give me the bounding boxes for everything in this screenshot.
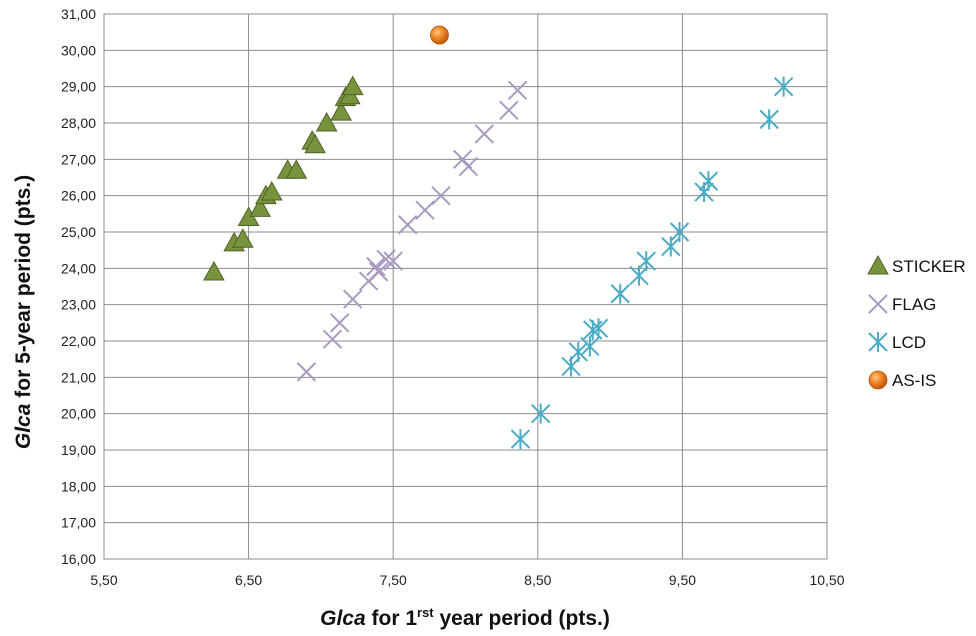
y-tick-label: 22,00 — [61, 333, 96, 349]
data-point-flag — [322, 329, 343, 349]
data-point-sticker — [330, 101, 352, 121]
data-point-flag — [397, 215, 418, 235]
data-point-lcd — [580, 336, 600, 357]
x-axis-title: Glca for 1rst year period (pts.) — [320, 605, 610, 630]
gridlines — [103, 13, 828, 560]
data-point-sticker — [285, 159, 308, 179]
data-point-flag — [329, 313, 350, 333]
x-tick-label: 6,50 — [235, 572, 262, 588]
y-tick-label: 28,00 — [61, 115, 96, 131]
data-point-lcd — [610, 283, 630, 304]
data-point-lcd — [636, 251, 656, 272]
data-point-sticker — [341, 75, 364, 96]
legend-marker-flag — [868, 294, 888, 314]
data-point-lcd — [510, 429, 531, 450]
data-point-flag — [383, 251, 403, 271]
data-point-flag — [296, 362, 317, 382]
plot-frame — [103, 13, 828, 560]
legend: STICKER FLAG LCD AS-IS — [867, 254, 966, 390]
y-tick-label: 29,00 — [61, 79, 96, 95]
y-tick-label: 17,00 — [61, 515, 96, 531]
data-point-lcd — [669, 222, 690, 242]
legend-marker-lcd — [868, 332, 888, 352]
data-point-sticker — [203, 260, 225, 281]
series-as-is — [430, 25, 449, 45]
y-tick-label: 27,00 — [61, 151, 96, 167]
data-point-sticker — [304, 133, 326, 154]
y-axis-title: Glca for 5-year period (pts.) — [12, 175, 35, 449]
x-tick-label: 10,50 — [809, 572, 844, 588]
data-point-lcd — [773, 76, 794, 97]
legend-label-lcd: LCD — [892, 333, 926, 352]
x-tick-label: 7,50 — [380, 572, 407, 588]
legend-marker-sticker — [867, 254, 889, 275]
data-point-sticker — [315, 111, 338, 132]
y-tick-label: 31,00 — [61, 6, 96, 22]
data-point-sticker — [260, 181, 283, 201]
series-flag — [296, 80, 528, 382]
data-point-sticker — [249, 197, 272, 217]
x-tick-label: 9,50 — [669, 572, 696, 588]
y-tick-label: 20,00 — [61, 406, 96, 422]
legend-label-as-is: AS-IS — [892, 371, 936, 390]
series-lcd — [510, 76, 794, 450]
data-point-lcd — [530, 403, 551, 424]
x-tick-labels: 5,50 6,50 7,50 8,50 9,50 10,50 — [90, 572, 844, 588]
y-tick-label: 19,00 — [61, 442, 96, 458]
data-point-flag — [507, 80, 528, 101]
data-point-flag — [474, 124, 495, 144]
y-tick-label: 30,00 — [61, 42, 96, 58]
data-point-flag — [458, 156, 479, 177]
y-tick-label: 24,00 — [61, 260, 96, 276]
data-point-lcd — [698, 171, 719, 192]
y-tick-labels: 16,00 17,00 18,00 19,00 20,00 21,00 22,00 23,00… — [61, 6, 96, 567]
data-point-lcd — [568, 341, 588, 362]
y-tick-label: 26,00 — [61, 188, 96, 204]
data-point-as-is — [430, 25, 449, 45]
data-point-sticker — [231, 228, 254, 248]
x-tick-label: 5,50 — [90, 572, 117, 588]
legend-label-sticker: STICKER — [892, 257, 966, 276]
legend-marker-as-is — [868, 370, 888, 390]
y-tick-label: 25,00 — [61, 224, 96, 240]
data-point-lcd — [588, 318, 609, 339]
data-point-flag — [415, 200, 435, 220]
data-points — [203, 25, 794, 450]
y-tick-label: 16,00 — [61, 551, 96, 567]
x-tick-label: 8,50 — [524, 572, 551, 588]
data-point-flag — [343, 289, 363, 309]
data-point-lcd — [759, 109, 779, 130]
data-point-flag — [369, 262, 389, 282]
y-tick-label: 18,00 — [61, 478, 96, 494]
data-point-flag — [431, 185, 451, 206]
legend-label-flag: FLAG — [892, 295, 936, 314]
data-point-flag — [366, 256, 386, 277]
y-tick-label: 23,00 — [61, 297, 96, 313]
data-point-flag — [499, 100, 519, 120]
series-sticker — [203, 75, 364, 281]
plot-area — [103, 13, 828, 560]
data-point-flag — [376, 249, 396, 269]
y-tick-label: 21,00 — [61, 369, 96, 385]
